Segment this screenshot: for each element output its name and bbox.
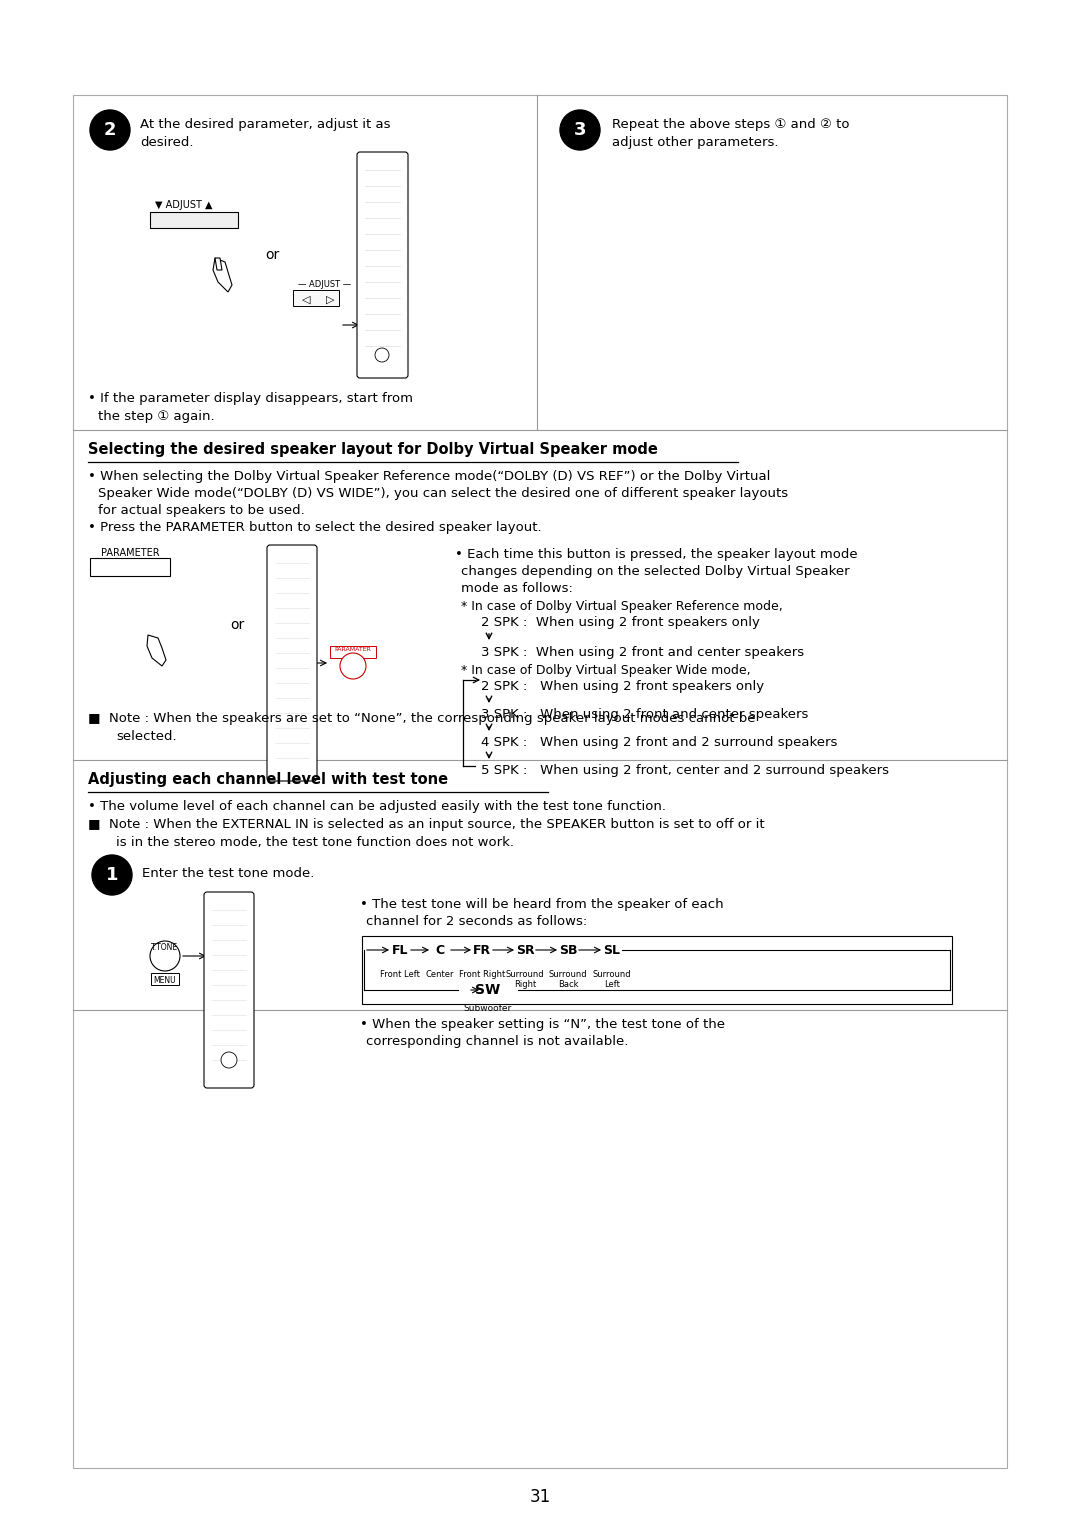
- Text: or: or: [230, 618, 244, 631]
- Text: 31: 31: [529, 1488, 551, 1507]
- Text: mode as follows:: mode as follows:: [461, 583, 572, 595]
- Bar: [90, 558, 170, 576]
- Text: C: C: [435, 944, 445, 956]
- Text: PARAMATER: PARAMATER: [335, 647, 372, 653]
- Text: ■  Note : When the speakers are set to “None”, the corresponding speaker layout : ■ Note : When the speakers are set to “N…: [87, 712, 756, 724]
- Text: corresponding channel is not available.: corresponding channel is not available.: [366, 1035, 629, 1048]
- Text: • If the parameter display disappears, start from: • If the parameter display disappears, s…: [87, 392, 413, 406]
- Text: • Press the PARAMETER button to select the desired speaker layout.: • Press the PARAMETER button to select t…: [87, 522, 542, 534]
- Text: desired.: desired.: [140, 136, 193, 149]
- Circle shape: [92, 856, 132, 895]
- Text: Selecting the desired speaker layout for Dolby Virtual Speaker mode: Selecting the desired speaker layout for…: [87, 442, 658, 457]
- Text: 3: 3: [573, 120, 586, 139]
- Text: FR: FR: [473, 944, 491, 956]
- Bar: [151, 973, 179, 985]
- Text: Subwoofer: Subwoofer: [464, 1003, 512, 1013]
- Bar: [150, 212, 238, 229]
- Text: Surround: Surround: [549, 970, 588, 979]
- Text: SB: SB: [558, 944, 577, 956]
- Polygon shape: [215, 258, 222, 270]
- Polygon shape: [147, 634, 166, 666]
- Text: adjust other parameters.: adjust other parameters.: [612, 136, 779, 149]
- Bar: [73, 95, 1007, 1469]
- Text: Speaker Wide mode(“DOLBY (D) VS WIDE”), you can select the desired one of differ: Speaker Wide mode(“DOLBY (D) VS WIDE”), …: [98, 486, 788, 500]
- Text: ▼ ADJUST ▲: ▼ ADJUST ▲: [156, 200, 213, 210]
- Text: 2 SPK :   When using 2 front speakers only: 2 SPK : When using 2 front speakers only: [481, 680, 765, 692]
- Text: for actual speakers to be used.: for actual speakers to be used.: [98, 503, 305, 517]
- Text: Repeat the above steps ① and ② to: Repeat the above steps ① and ② to: [612, 117, 850, 131]
- Text: MENU: MENU: [153, 976, 176, 985]
- Text: • When the speaker setting is “N”, the test tone of the: • When the speaker setting is “N”, the t…: [360, 1019, 725, 1031]
- Text: * In case of Dolby Virtual Speaker Wide mode,: * In case of Dolby Virtual Speaker Wide …: [461, 663, 751, 677]
- Text: Surround: Surround: [505, 970, 544, 979]
- Text: Left: Left: [604, 981, 620, 990]
- Text: or: or: [265, 249, 280, 262]
- Text: T.TONE: T.TONE: [151, 942, 178, 952]
- Bar: [362, 936, 951, 1003]
- Text: SL: SL: [604, 944, 621, 956]
- Text: channel for 2 seconds as follows:: channel for 2 seconds as follows:: [366, 915, 588, 929]
- Text: selected.: selected.: [116, 730, 177, 743]
- Polygon shape: [213, 258, 232, 291]
- Text: PARAMETER: PARAMETER: [100, 547, 160, 558]
- Circle shape: [561, 110, 600, 149]
- Text: 2 SPK :  When using 2 front speakers only: 2 SPK : When using 2 front speakers only: [481, 616, 760, 628]
- Text: ▷: ▷: [326, 294, 335, 305]
- Text: • The test tone will be heard from the speaker of each: • The test tone will be heard from the s…: [360, 898, 724, 910]
- Text: SR: SR: [515, 944, 535, 956]
- Circle shape: [221, 1052, 237, 1068]
- Text: FL: FL: [392, 944, 408, 956]
- Text: ◁: ◁: [302, 294, 311, 305]
- Text: 4 SPK :   When using 2 front and 2 surround speakers: 4 SPK : When using 2 front and 2 surroun…: [481, 737, 837, 749]
- FancyBboxPatch shape: [267, 544, 318, 781]
- Text: • When selecting the Dolby Virtual Speaker Reference mode(“DOLBY (D) VS REF”) or: • When selecting the Dolby Virtual Speak…: [87, 470, 770, 483]
- Circle shape: [340, 653, 366, 679]
- Bar: [293, 290, 339, 307]
- Text: is in the stereo mode, the test tone function does not work.: is in the stereo mode, the test tone fun…: [116, 836, 514, 849]
- Text: Back: Back: [557, 981, 578, 990]
- Text: At the desired parameter, adjust it as: At the desired parameter, adjust it as: [140, 117, 391, 131]
- Text: 1: 1: [106, 866, 118, 884]
- Text: 3 SPK :   When using 2 front and center speakers: 3 SPK : When using 2 front and center sp…: [481, 708, 808, 721]
- Text: changes depending on the selected Dolby Virtual Speaker: changes depending on the selected Dolby …: [461, 564, 850, 578]
- FancyBboxPatch shape: [204, 892, 254, 1087]
- Text: • Each time this button is pressed, the speaker layout mode: • Each time this button is pressed, the …: [455, 547, 858, 561]
- Text: Center: Center: [426, 970, 455, 979]
- Circle shape: [90, 110, 130, 149]
- Text: Enter the test tone mode.: Enter the test tone mode.: [141, 868, 314, 880]
- Circle shape: [375, 348, 389, 361]
- Circle shape: [150, 941, 180, 971]
- Text: 5 SPK :   When using 2 front, center and 2 surround speakers: 5 SPK : When using 2 front, center and 2…: [481, 764, 889, 778]
- Bar: [330, 647, 376, 657]
- Text: * In case of Dolby Virtual Speaker Reference mode,: * In case of Dolby Virtual Speaker Refer…: [461, 599, 783, 613]
- Text: 2: 2: [104, 120, 117, 139]
- Text: ■  Note : When the EXTERNAL IN is selected as an input source, the SPEAKER butto: ■ Note : When the EXTERNAL IN is selecte…: [87, 817, 765, 831]
- Text: SW: SW: [475, 984, 501, 997]
- Text: Adjusting each channel level with test tone: Adjusting each channel level with test t…: [87, 772, 448, 787]
- Text: Front Right: Front Right: [459, 970, 505, 979]
- Text: Right: Right: [514, 981, 536, 990]
- Text: Surround: Surround: [593, 970, 632, 979]
- Text: 3 SPK :  When using 2 front and center speakers: 3 SPK : When using 2 front and center sp…: [481, 647, 805, 659]
- Text: Front Left: Front Left: [380, 970, 420, 979]
- Text: the step ① again.: the step ① again.: [98, 410, 215, 422]
- Text: — ADJUST —: — ADJUST —: [298, 281, 351, 290]
- FancyBboxPatch shape: [357, 152, 408, 378]
- Text: • The volume level of each channel can be adjusted easily with the test tone fun: • The volume level of each channel can b…: [87, 801, 666, 813]
